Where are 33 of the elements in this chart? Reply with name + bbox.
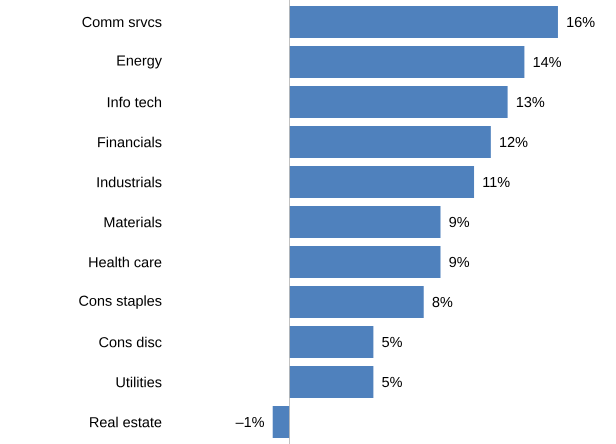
- data-label: 14%: [534, 56, 562, 68]
- bar: [289, 246, 440, 278]
- y-tick-label: Health care: [89, 256, 162, 268]
- bar: [289, 366, 374, 398]
- data-label: 5%: [382, 376, 402, 388]
- y-tick-label: Financials: [98, 136, 162, 148]
- data-label: 9%: [449, 256, 470, 268]
- y-tick-label: Materials: [104, 216, 162, 228]
- bar: [289, 326, 374, 358]
- data-label: 16%: [567, 16, 595, 28]
- bar: [289, 86, 508, 118]
- data-label: 8%: [432, 296, 452, 308]
- bar: [289, 46, 524, 78]
- bar: [289, 286, 424, 318]
- y-tick-label: Info tech: [108, 96, 162, 108]
- data-label: 12%: [500, 136, 528, 148]
- y-tick-label: Industrials: [97, 176, 162, 188]
- bar: [289, 206, 440, 238]
- bar: [289, 126, 491, 158]
- y-tick-label: Comm srvcs: [82, 16, 162, 28]
- y-tick-label: Utilities: [116, 376, 162, 388]
- data-label: 9%: [449, 216, 470, 228]
- data-label: –1%: [236, 416, 264, 428]
- bar: [272, 406, 290, 438]
- y-tick-label: Cons staples: [79, 295, 162, 309]
- bar: [289, 6, 558, 38]
- data-label: 13%: [516, 96, 544, 108]
- y-tick-label: Cons disc: [99, 336, 162, 348]
- bar: [289, 166, 474, 198]
- y-tick-label: Real estate: [90, 416, 162, 428]
- data-label: 11%: [483, 176, 510, 188]
- data-label: 5%: [382, 336, 402, 348]
- y-tick-label: Energy: [117, 56, 162, 68]
